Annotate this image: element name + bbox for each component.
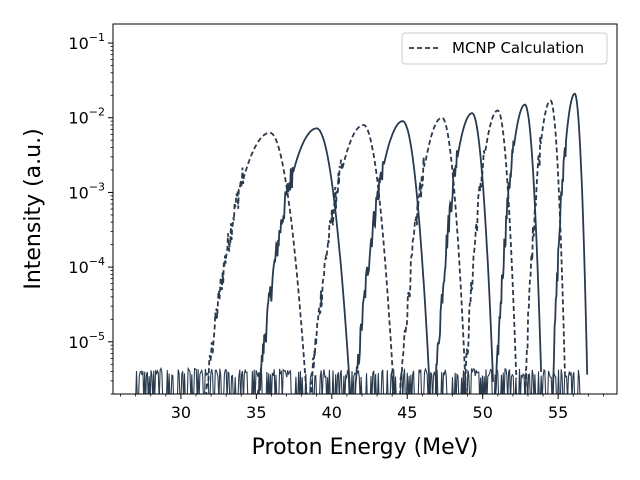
peak-10 xyxy=(551,92,589,394)
peak-4 xyxy=(354,120,431,394)
peak-7 xyxy=(463,109,518,394)
peak-2 xyxy=(256,127,352,394)
peak-9 xyxy=(524,99,566,394)
legend: MCNP Calculation xyxy=(401,32,608,65)
x-tick-label: 40 xyxy=(322,403,342,422)
x-tick-label: 45 xyxy=(397,403,417,422)
y-tick-label: 10−3 xyxy=(68,180,105,202)
noise-trace xyxy=(135,366,581,394)
peak-1 xyxy=(204,131,308,394)
legend-entry-mcnp: MCNP Calculation xyxy=(452,39,584,57)
x-tick-label: 35 xyxy=(246,403,266,422)
y-tick-label: 10−1 xyxy=(68,31,105,53)
y-axis: 10−5 10−4 10−3 10−2 10−1 xyxy=(68,31,113,395)
plot-frame xyxy=(112,23,618,395)
noise-floor xyxy=(135,366,581,394)
legend-box xyxy=(401,32,608,65)
y-axis-label: Intensity (a.u.) xyxy=(21,128,46,289)
x-tick-label: 30 xyxy=(171,403,191,422)
x-axis-label: Proton Energy (MeV) xyxy=(252,435,479,460)
x-axis: 30 35 40 45 50 55 xyxy=(120,394,604,422)
x-tick-label: 55 xyxy=(548,403,568,422)
x-tick-label: 50 xyxy=(473,403,493,422)
y-tick-label: 10−4 xyxy=(68,255,105,277)
peak-5 xyxy=(399,116,467,394)
y-tick-label: 10−5 xyxy=(68,330,105,352)
curves xyxy=(204,92,589,394)
y-tick-label: 10−2 xyxy=(68,106,105,128)
peak-8 xyxy=(494,103,542,394)
